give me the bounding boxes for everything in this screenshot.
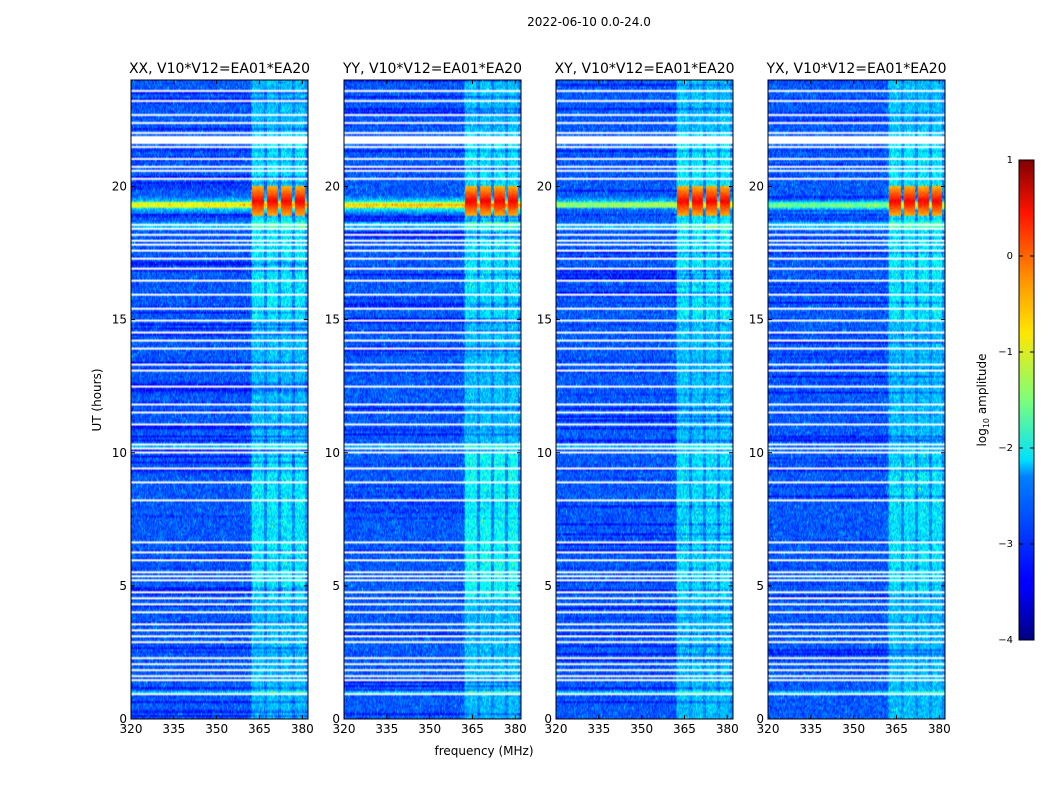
x-axis-label: frequency (MHz)	[434, 744, 533, 758]
x-tick-label: 380	[504, 722, 527, 736]
y-tick-label: 20	[537, 180, 552, 194]
panel-2: YY, V10*V12=EA01*EA20 320 335 350 365 380 0 5 10…	[325, 61, 527, 736]
y-tick-label: 10	[325, 446, 340, 460]
x-tick-label: 335	[799, 722, 822, 736]
x-tick-label: 350	[630, 722, 653, 736]
y-tick-label: 10	[749, 446, 764, 460]
colorbar-tick-label: −1	[998, 347, 1013, 358]
y-tick-label: 0	[332, 712, 340, 726]
panels-layer: XX, V10*V12=EA01*EA20 320 335 350 365 380 0 5 10…	[112, 61, 951, 736]
figure-suptitle: 2022-06-10 0.0-24.0	[527, 15, 651, 29]
y-tick-label: 10	[537, 446, 552, 460]
x-tick-label: 320	[120, 722, 143, 736]
panel-frame	[767, 79, 946, 720]
panel-4: YX, V10*V12=EA01*EA20 320 335 350 365 380 0 5 10…	[749, 61, 951, 736]
x-tick-label: 380	[716, 722, 739, 736]
x-tick-label: 380	[928, 722, 951, 736]
panel-frame	[555, 79, 734, 720]
colorbar-label: log10 amplitude	[975, 354, 991, 447]
panel-3: XY, V10*V12=EA01*EA20 320 335 350 365 380 0 5 10…	[537, 61, 739, 736]
panel-1: XX, V10*V12=EA01*EA20 320 335 350 365 380 0 5 10…	[112, 61, 314, 736]
y-tick-label: 5	[756, 579, 764, 593]
y-tick-label: 5	[544, 579, 552, 593]
colorbar-ticks: 1 0 −1 −2 −3 −4	[998, 155, 1034, 646]
panel-title: YX, V10*V12=EA01*EA20	[765, 61, 946, 77]
x-tick-label: 350	[418, 722, 441, 736]
x-tick-label: 320	[757, 722, 780, 736]
panel-title: YY, V10*V12=EA01*EA20	[342, 61, 522, 77]
colorbar-tick-label: −3	[998, 539, 1013, 550]
waterfall-heatmap	[131, 80, 308, 719]
y-tick-label: 10	[112, 446, 127, 460]
y-tick-label: 15	[749, 313, 764, 327]
colorbar-gradient	[1018, 159, 1035, 641]
y-tick-label: 0	[544, 712, 552, 726]
x-tick-label: 320	[545, 722, 568, 736]
x-tick-label: 380	[291, 722, 314, 736]
panel-frame	[130, 79, 309, 720]
x-tick-label: 365	[461, 722, 484, 736]
y-tick-label: 0	[756, 712, 764, 726]
y-tick-label: 5	[332, 579, 340, 593]
x-tick-label: 320	[333, 722, 356, 736]
colorbar-tick-label: 1	[1007, 155, 1013, 166]
x-tick-label: 365	[248, 722, 271, 736]
x-tick-label: 350	[842, 722, 865, 736]
colorbar-tick-label: 0	[1007, 251, 1013, 262]
y-tick-label: 20	[325, 180, 340, 194]
y-tick-label: 15	[537, 313, 552, 327]
x-tick-label: 365	[673, 722, 696, 736]
colorbar-tick-label: −4	[998, 635, 1013, 646]
y-tick-label: 0	[119, 712, 127, 726]
panel-frame	[343, 79, 522, 720]
y-tick-label: 5	[119, 579, 127, 593]
y-tick-label: 15	[325, 313, 340, 327]
x-tick-label: 350	[205, 722, 228, 736]
x-tick-label: 335	[587, 722, 610, 736]
waterfall-heatmap	[768, 80, 945, 719]
colorbar: 1 0 −1 −2 −3 −4 log10 amplitude	[975, 155, 1035, 646]
waterfall-heatmap	[344, 80, 521, 719]
x-tick-label: 365	[885, 722, 908, 736]
y-axis-label: UT (hours)	[90, 368, 104, 431]
waterfall-heatmap	[556, 80, 733, 719]
y-tick-label: 20	[112, 180, 127, 194]
x-tick-label: 335	[375, 722, 398, 736]
colorbar-tick-label: −2	[998, 443, 1013, 454]
panel-title: XX, V10*V12=EA01*EA20	[129, 61, 310, 77]
y-tick-label: 15	[112, 313, 127, 327]
x-tick-label: 335	[162, 722, 185, 736]
panel-title: XY, V10*V12=EA01*EA20	[554, 61, 734, 77]
y-tick-label: 20	[749, 180, 764, 194]
